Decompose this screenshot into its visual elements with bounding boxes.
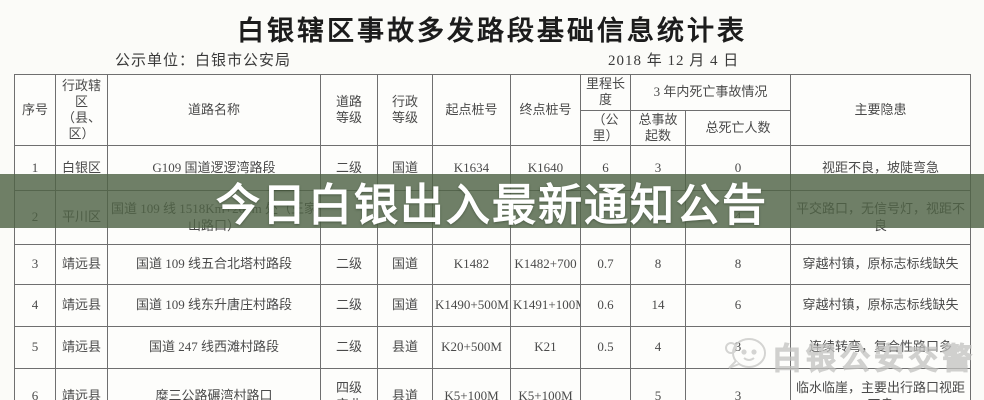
cell-seq: 4: [14, 284, 56, 327]
header-start-stake: 起点桩号: [432, 74, 511, 146]
cell-hazard: 穿越村镇，原标志标线缺失: [790, 244, 972, 285]
cell-admin-grade: 县道: [377, 326, 433, 369]
meta-row: 公示单位：白银市公安局 2018 年 12 月 4 日: [0, 46, 984, 74]
cell-total-accidents: 4: [630, 326, 686, 369]
cell-road-name: 糜三公路碾湾村路口: [107, 368, 321, 400]
header-road-name: 道路名称: [107, 74, 321, 146]
cell-hazard: 连续转弯，复合性路口多: [790, 326, 972, 369]
header-district: 行政辖区 （县、区）: [55, 74, 108, 146]
header-length-top: 里程长度: [580, 74, 631, 111]
cell-road-grade: 二级: [320, 326, 378, 369]
cell-end-stake: K21: [510, 326, 581, 369]
cell-end-stake: K5+100M: [510, 368, 581, 400]
cell-district: 靖远县: [55, 284, 108, 327]
table-row: 4 靖远县 国道 109 线东升唐庄村路段 二级 国道 K1490+500M K…: [14, 284, 972, 327]
cell-seq: 5: [14, 326, 56, 369]
table-row: 6 靖远县 糜三公路碾湾村路口 四级 (产业) 县道 K5+100M K5+10…: [14, 368, 972, 400]
cell-length-km: 0.5: [580, 326, 631, 369]
cell-admin-grade: 国道: [377, 284, 433, 327]
overlay-notice-banner: 今日白银出入最新通知公告: [0, 174, 984, 230]
cell-road-name: 国道 109 线五合北塔村路段: [107, 244, 321, 285]
header-deaths-3y-group: 3 年内死亡事故情况: [629, 74, 792, 111]
cell-total-deaths: 8: [684, 244, 792, 285]
table-row: 5 靖远县 国道 247 线西滩村路段 二级 县道 K20+500M K21 0…: [14, 326, 972, 369]
cell-road-name: 国道 109 线东升唐庄村路段: [107, 284, 321, 327]
cell-start-stake: K5+100M: [432, 368, 511, 400]
cell-admin-grade: 县道: [377, 368, 433, 400]
cell-total-accidents: 8: [630, 244, 686, 285]
watermark-text: 白银公安交警: [772, 343, 976, 377]
header-total-accidents: 总事故起数: [630, 109, 686, 146]
header-row-bottom: （公里） 总事故起数 总死亡人数: [15, 109, 971, 146]
cell-seq: 3: [14, 244, 56, 285]
cell-total-accidents: 5: [630, 368, 686, 400]
cell-start-stake: K1490+500M: [432, 284, 511, 327]
watermark: 白银公安交警: [722, 334, 976, 378]
cell-length-km: [580, 368, 631, 400]
header-row-top: 序号 行政辖区 （县、区） 道路名称 道路 等级 行政 等级 起点桩号 终点桩号…: [14, 74, 972, 146]
header-admin-grade: 行政 等级: [377, 74, 433, 146]
page-title: 白银辖区事故多发路段基础信息统计表: [237, 16, 747, 46]
header-hazard: 主要隐患: [790, 74, 972, 146]
cell-hazard: 穿越村镇，原标志标线缺失: [790, 284, 972, 327]
cell-start-stake: K20+500M: [432, 326, 511, 369]
header-road-grade: 道路 等级: [320, 74, 378, 146]
header-length-unit: （公里）: [580, 109, 631, 146]
publisher-label: 公示单位：白银市公安局: [115, 53, 292, 69]
header-seq: 序号: [14, 74, 56, 146]
cell-district: 靖远县: [55, 244, 108, 285]
publish-date: 2018 年 12 月 4 日: [608, 53, 740, 69]
header-total-deaths: 总死亡人数: [684, 109, 792, 146]
cell-district: 靖远县: [55, 326, 108, 369]
cell-end-stake: K1482+700: [510, 244, 581, 285]
cell-road-grade: 二级: [320, 244, 378, 285]
cell-admin-grade: 国道: [377, 244, 433, 285]
cell-end-stake: K1491+100M: [510, 284, 581, 327]
cell-seq: 6: [14, 368, 56, 400]
cell-district: 靖远县: [55, 368, 108, 400]
cell-start-stake: K1482: [432, 244, 511, 285]
cell-length-km: 0.6: [580, 284, 631, 327]
cell-total-deaths: 6: [684, 284, 792, 327]
table-row: 3 靖远县 国道 109 线五合北塔村路段 二级 国道 K1482 K1482+…: [14, 244, 972, 285]
banner-text: 今日白银出入最新通知公告: [216, 181, 768, 230]
cell-road-grade: 二级: [320, 284, 378, 327]
police-chat-bubble-icon: [722, 335, 768, 378]
cell-road-grade: 四级 (产业): [320, 368, 378, 400]
cell-hazard: 临水临崖，主要出行路口视距不良: [790, 368, 972, 400]
cell-road-name: 国道 247 线西滩村路段: [107, 326, 321, 369]
cell-total-accidents: 14: [630, 284, 686, 327]
cell-length-km: 0.7: [580, 244, 631, 285]
header-end-stake: 终点桩号: [510, 74, 581, 146]
cell-total-deaths: 3: [684, 368, 792, 400]
